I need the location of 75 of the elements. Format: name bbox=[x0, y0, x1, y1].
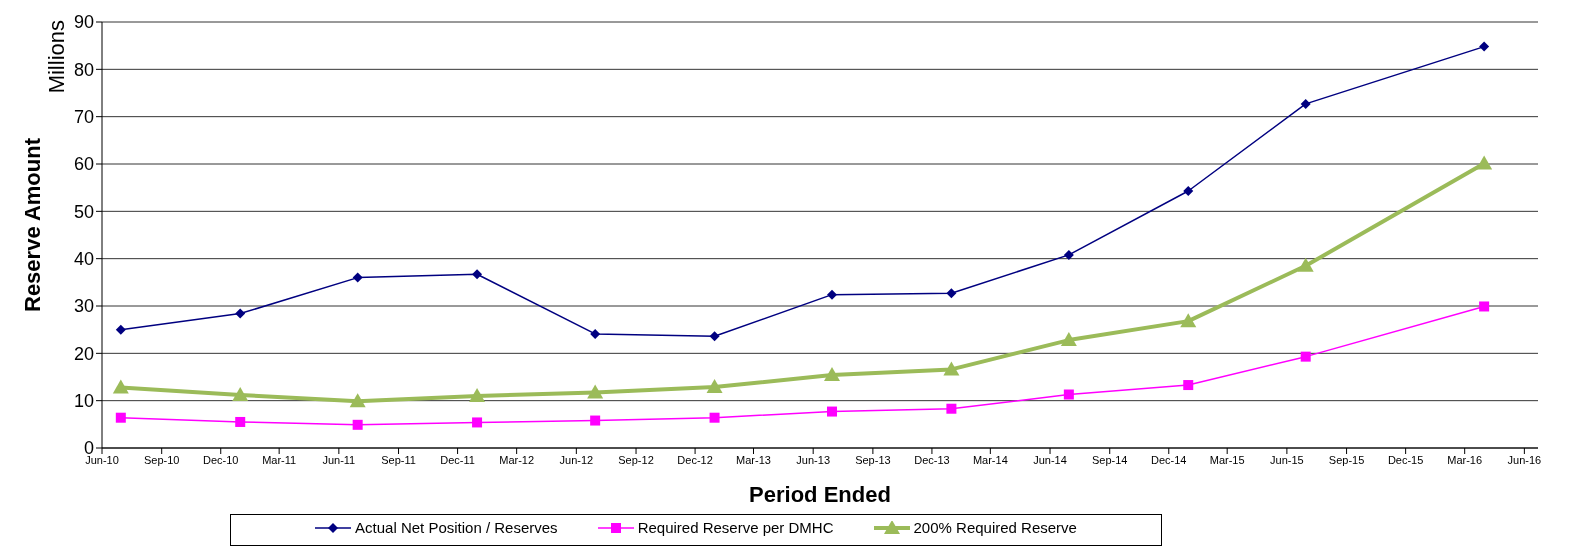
y-tick-label: 80 bbox=[73, 59, 94, 80]
point bbox=[1300, 98, 1311, 109]
point bbox=[709, 412, 720, 423]
point bbox=[349, 393, 366, 408]
point bbox=[824, 367, 840, 382]
point bbox=[590, 328, 601, 339]
point bbox=[1300, 351, 1311, 362]
point bbox=[943, 361, 960, 376]
x-tick-label: Sep-14 bbox=[1091, 453, 1128, 466]
point bbox=[235, 308, 246, 319]
point bbox=[946, 288, 957, 299]
x-tick-label: Sep-12 bbox=[618, 453, 654, 466]
x-tick-label: Mar-14 bbox=[972, 453, 1008, 466]
y-axis-title: Reserve Amount bbox=[19, 137, 45, 313]
point bbox=[1060, 332, 1077, 347]
x-tick-label: Jun-15 bbox=[1270, 453, 1304, 466]
point bbox=[706, 378, 723, 393]
x-tick-label: Dec-14 bbox=[1151, 453, 1187, 466]
x-tick-label: Jun-14 bbox=[1033, 453, 1067, 466]
x-tick-label: Jun-16 bbox=[1507, 453, 1542, 466]
point bbox=[1063, 249, 1074, 260]
point bbox=[232, 386, 249, 401]
point bbox=[115, 412, 126, 423]
x-tick-label: Dec-15 bbox=[1387, 453, 1424, 466]
legend-label: Required Reserve per DMHC bbox=[636, 518, 834, 538]
point bbox=[1476, 155, 1493, 170]
point bbox=[590, 415, 601, 426]
x-tick-label: Mar-15 bbox=[1209, 453, 1245, 466]
y-tick-label: 50 bbox=[73, 201, 94, 222]
y-tick-label: 10 bbox=[73, 391, 94, 412]
point bbox=[1297, 257, 1314, 272]
x-tick-label: Mar-11 bbox=[262, 453, 297, 466]
y-tick-label: 30 bbox=[73, 296, 94, 317]
point bbox=[1479, 301, 1490, 312]
text: Millions bbox=[44, 20, 70, 94]
point bbox=[235, 416, 246, 427]
y-tick-label: 70 bbox=[73, 107, 94, 128]
y-tick-label: 40 bbox=[73, 249, 94, 270]
point bbox=[472, 417, 483, 428]
point bbox=[1479, 41, 1490, 52]
x-tick-label: Sep-15 bbox=[1328, 453, 1365, 466]
point bbox=[1063, 389, 1074, 400]
x-tick-label: Sep-10 bbox=[143, 453, 180, 466]
x-tick-label: Sep-13 bbox=[855, 453, 891, 466]
x-tick-label: Dec-10 bbox=[203, 453, 239, 466]
y-tick-label: 20 bbox=[73, 343, 94, 364]
y-tick-label: 60 bbox=[73, 154, 94, 175]
x-tick-label: Sep-11 bbox=[381, 453, 416, 466]
point bbox=[827, 289, 837, 300]
point bbox=[112, 379, 129, 394]
y-tick-label: 90 bbox=[73, 12, 94, 33]
legend-label: Actual Net Position / Reserves bbox=[354, 518, 558, 538]
x-tick-label: Dec-11 bbox=[440, 453, 475, 466]
x-tick-label: Jun-11 bbox=[322, 453, 356, 466]
x-tick-label: Jun-12 bbox=[559, 453, 594, 466]
point bbox=[115, 324, 126, 335]
x-axis-title: Period Ended bbox=[749, 482, 891, 507]
point bbox=[1180, 313, 1197, 328]
point bbox=[352, 272, 363, 283]
point bbox=[587, 384, 604, 399]
point bbox=[352, 419, 363, 430]
point bbox=[946, 403, 957, 414]
x-tick-label: Dec-13 bbox=[914, 453, 950, 466]
x-tick-label: Mar-12 bbox=[499, 453, 535, 466]
point bbox=[1183, 380, 1194, 391]
x-tick-label: Dec-12 bbox=[677, 453, 713, 466]
point bbox=[709, 331, 720, 342]
legend-label: 200% Required Reserve bbox=[912, 518, 1077, 538]
point bbox=[827, 406, 838, 417]
x-tick-label: Jun-13 bbox=[796, 453, 831, 466]
point bbox=[1183, 185, 1194, 196]
point bbox=[472, 269, 483, 280]
x-tick-label: Mar-16 bbox=[1447, 453, 1483, 466]
x-tick-label: Mar-13 bbox=[736, 453, 771, 466]
point bbox=[469, 387, 486, 402]
